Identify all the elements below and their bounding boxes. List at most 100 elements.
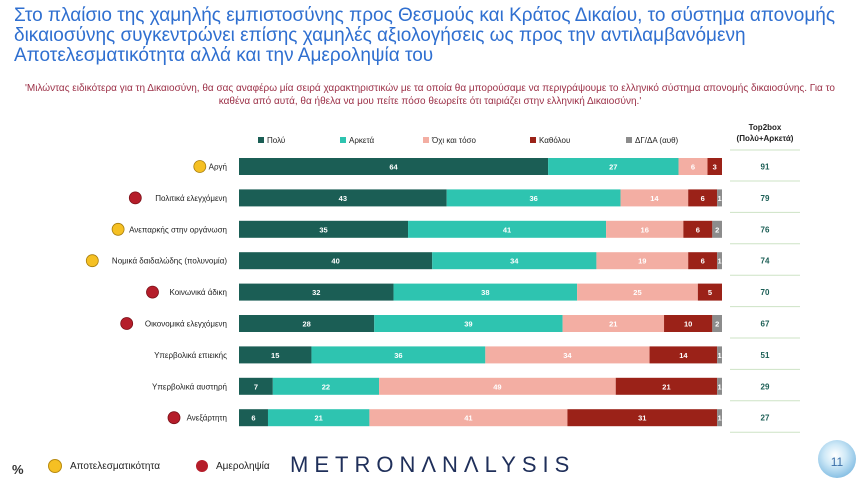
metron-analysis-logo: METRONΛNΛLYSIS: [290, 452, 576, 477]
data-label: 27: [609, 163, 617, 172]
category-label: Οικονομικά ελεγχόμενη: [145, 320, 227, 329]
bar-segment: [678, 158, 708, 175]
slide-title: Στο πλαίσιο της χαμηλής εμπιστοσύνης προ…: [14, 6, 854, 66]
top2box-value: 74: [761, 257, 770, 266]
page-number-badge: 11: [818, 440, 856, 478]
legend-swatch: [423, 137, 429, 143]
data-label: 2: [715, 225, 719, 234]
title-line: Στο πλαίσιο της χαμηλής εμπιστοσύνης προ…: [14, 5, 835, 26]
legend-swatch: [258, 137, 264, 143]
bar-segment: [239, 283, 394, 301]
data-label: 41: [464, 414, 472, 423]
bar-segment: [717, 377, 722, 395]
data-label: 28: [302, 320, 310, 329]
top2box-value: 29: [761, 382, 770, 391]
bar-segment: [239, 315, 375, 332]
percent-sign: %: [12, 462, 24, 477]
data-label: 1: [717, 351, 721, 360]
legend-label: ΔΓ/ΔΑ (αυθ): [635, 136, 679, 145]
data-label: 6: [696, 225, 700, 234]
yellow-dot-icon: [48, 459, 62, 473]
data-label: 43: [339, 194, 347, 203]
category-label: Ανεπαρκής στην οργάνωση: [129, 225, 227, 234]
bar-segment: [446, 189, 621, 207]
bar-segment: [239, 346, 312, 364]
title-line: Αποτελεσματικότητα αλλά και την Αμεροληψ…: [14, 45, 434, 66]
bar-segment: [562, 315, 665, 332]
top2box-value: 51: [761, 351, 770, 360]
bar-segment: [577, 283, 698, 301]
category-label: Αργή: [209, 163, 227, 172]
bar-segment: [683, 220, 713, 238]
top2box-header: Top2box: [749, 123, 782, 132]
bar-segment: [239, 220, 409, 238]
data-label: 41: [503, 225, 511, 234]
red-dot-icon: [196, 460, 208, 472]
data-label: 14: [650, 194, 659, 203]
legend-label: Πολύ: [267, 136, 285, 145]
effectiveness-dot-icon: [111, 222, 125, 236]
top2box-value: 79: [761, 194, 770, 203]
data-label: 64: [389, 163, 398, 172]
bar-segment: [548, 158, 679, 175]
data-label: 25: [633, 288, 641, 297]
data-label: 1: [717, 194, 721, 203]
bar-segment: [596, 252, 689, 270]
data-label: 31: [638, 414, 646, 423]
bar-segment: [379, 377, 616, 395]
bar-segment: [712, 315, 722, 332]
data-label: 40: [331, 257, 339, 266]
data-label: 21: [315, 414, 323, 423]
legend-swatch: [340, 137, 346, 143]
data-label: 21: [662, 382, 670, 391]
top2box-header: (Πολύ+Αρκετά): [737, 134, 794, 143]
category-label: Ανεξάρτητη: [187, 414, 227, 423]
data-label: 36: [529, 194, 537, 203]
data-label: 1: [717, 414, 721, 423]
question-quote: 'Μιλώντας ειδικότερα για τη Δικαιοσύνη, …: [0, 82, 860, 108]
data-label: 34: [563, 351, 572, 360]
category-label: Πολιτικά ελεγχόμενη: [155, 194, 227, 203]
bar-segment: [239, 377, 273, 395]
data-label: 21: [609, 320, 617, 329]
title-line: δικαιοσύνης συγκεντρώνει επίσης χαμηλές …: [14, 25, 746, 46]
data-label: 19: [638, 257, 646, 266]
bar-segment: [374, 315, 563, 332]
legend-label: Αρκετά: [349, 136, 375, 145]
bottom-legend: Αποτελεσματικότητα Αμεροληψία: [48, 459, 270, 473]
bar-segment: [432, 252, 597, 270]
bar-segment: [272, 377, 380, 395]
bar-segment: [393, 283, 578, 301]
category-label: Κοινωνικά άδικη: [169, 288, 227, 297]
bar-segment: [408, 220, 607, 238]
legend-swatch: [530, 137, 536, 143]
bar-segment: [267, 409, 370, 427]
data-label: 6: [701, 194, 705, 203]
bottom-legend-yellow-label: Αποτελεσματικότητα: [70, 460, 160, 472]
impartiality-dot-icon: [128, 191, 142, 205]
bar-segment: [239, 252, 433, 270]
top2box-value: 67: [761, 320, 770, 329]
data-label: 49: [493, 382, 501, 391]
data-label: 15: [271, 351, 279, 360]
bar-segment: [485, 346, 650, 364]
legend-label: Καθόλου: [539, 136, 570, 145]
top2box-value: 70: [761, 288, 770, 297]
data-label: 39: [464, 320, 472, 329]
data-label: 36: [394, 351, 402, 360]
impartiality-dot-icon: [120, 317, 134, 330]
bar-segment: [664, 315, 713, 332]
data-label: 34: [510, 257, 519, 266]
data-label: 6: [691, 163, 695, 172]
data-label: 38: [481, 288, 489, 297]
data-label: 32: [312, 288, 320, 297]
bar-segment: [606, 220, 684, 238]
data-label: 14: [679, 351, 688, 360]
bar-segment: [567, 409, 718, 427]
effectiveness-dot-icon: [85, 254, 99, 268]
quote-line: 'Μιλώντας ειδικότερα για τη Δικαιοσύνη, …: [25, 83, 835, 94]
bar-segment: [369, 409, 568, 427]
bar-segment: [688, 189, 718, 207]
effectiveness-dot-icon: [193, 160, 207, 173]
